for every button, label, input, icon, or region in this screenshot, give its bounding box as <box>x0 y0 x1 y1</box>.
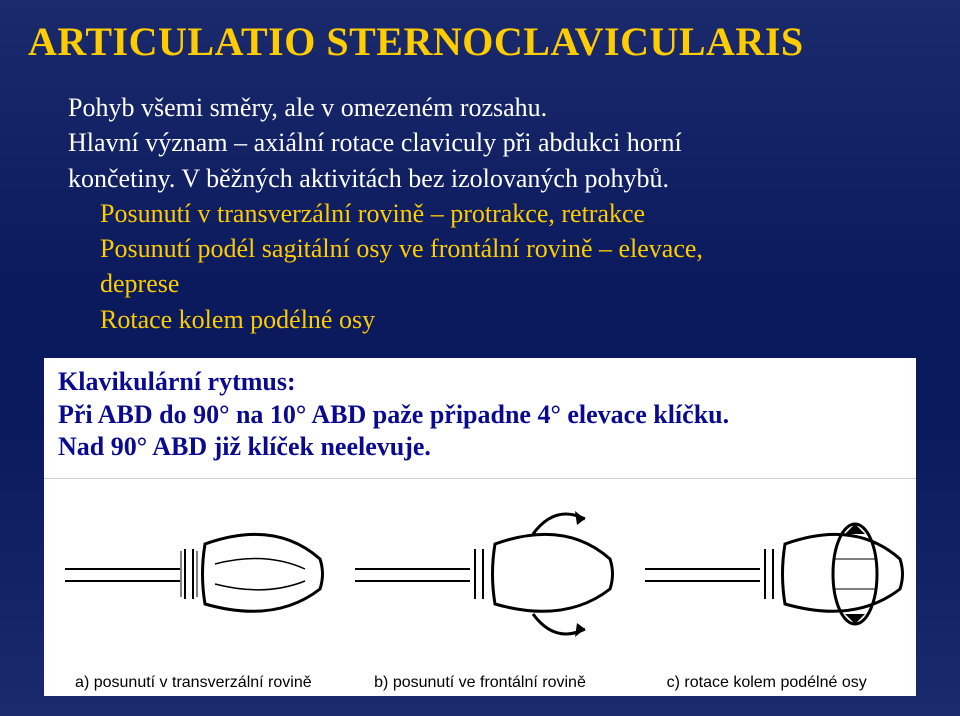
content-block: Pohyb všemi směry, ale v omezeném rozsah… <box>0 65 960 336</box>
diagram-a <box>65 534 323 611</box>
caption-row: a) posunutí v transverzální rovině b) po… <box>44 674 916 692</box>
bullet-2a: Posunutí podél sagitální osy ve frontáln… <box>100 232 912 265</box>
overlay-line-2: Při ABD do 90° na 10° ABD paže připadne … <box>58 399 902 432</box>
intro-line-2b: končetiny. V běžných aktivitách bez izol… <box>68 162 912 195</box>
bullet-3: Rotace kolem podélné osy <box>100 303 912 336</box>
bullet-1: Posunutí v transverzální rovině – protra… <box>100 197 912 230</box>
intro-line-1: Pohyb všemi směry, ale v omezeném rozsah… <box>68 91 912 124</box>
caption-c: c) rotace kolem podélné osy <box>623 674 910 692</box>
overlay-line-1: Klavikulární rytmus: <box>58 366 902 399</box>
diagram-b <box>355 511 613 637</box>
anatomy-diagrams <box>45 479 915 669</box>
intro-line-2a: Hlavní význam – axiální rotace claviculy… <box>68 126 912 159</box>
diagram-strip: a) posunutí v transverzální rovině b) po… <box>44 478 916 696</box>
overlay-line-3: Nad 90° ABD již klíček neelevuje. <box>58 431 902 464</box>
bullet-2b: deprese <box>100 267 912 300</box>
diagram-c <box>645 524 903 624</box>
overlay-note: Klavikulární rytmus: Při ABD do 90° na 1… <box>44 358 916 478</box>
caption-b: b) posunutí ve frontální rovině <box>337 674 624 692</box>
slide: ARTICULATIO STERNOCLAVICULARIS Pohyb vše… <box>0 0 960 716</box>
caption-a: a) posunutí v transverzální rovině <box>50 674 337 692</box>
slide-title: ARTICULATIO STERNOCLAVICULARIS <box>0 0 960 65</box>
